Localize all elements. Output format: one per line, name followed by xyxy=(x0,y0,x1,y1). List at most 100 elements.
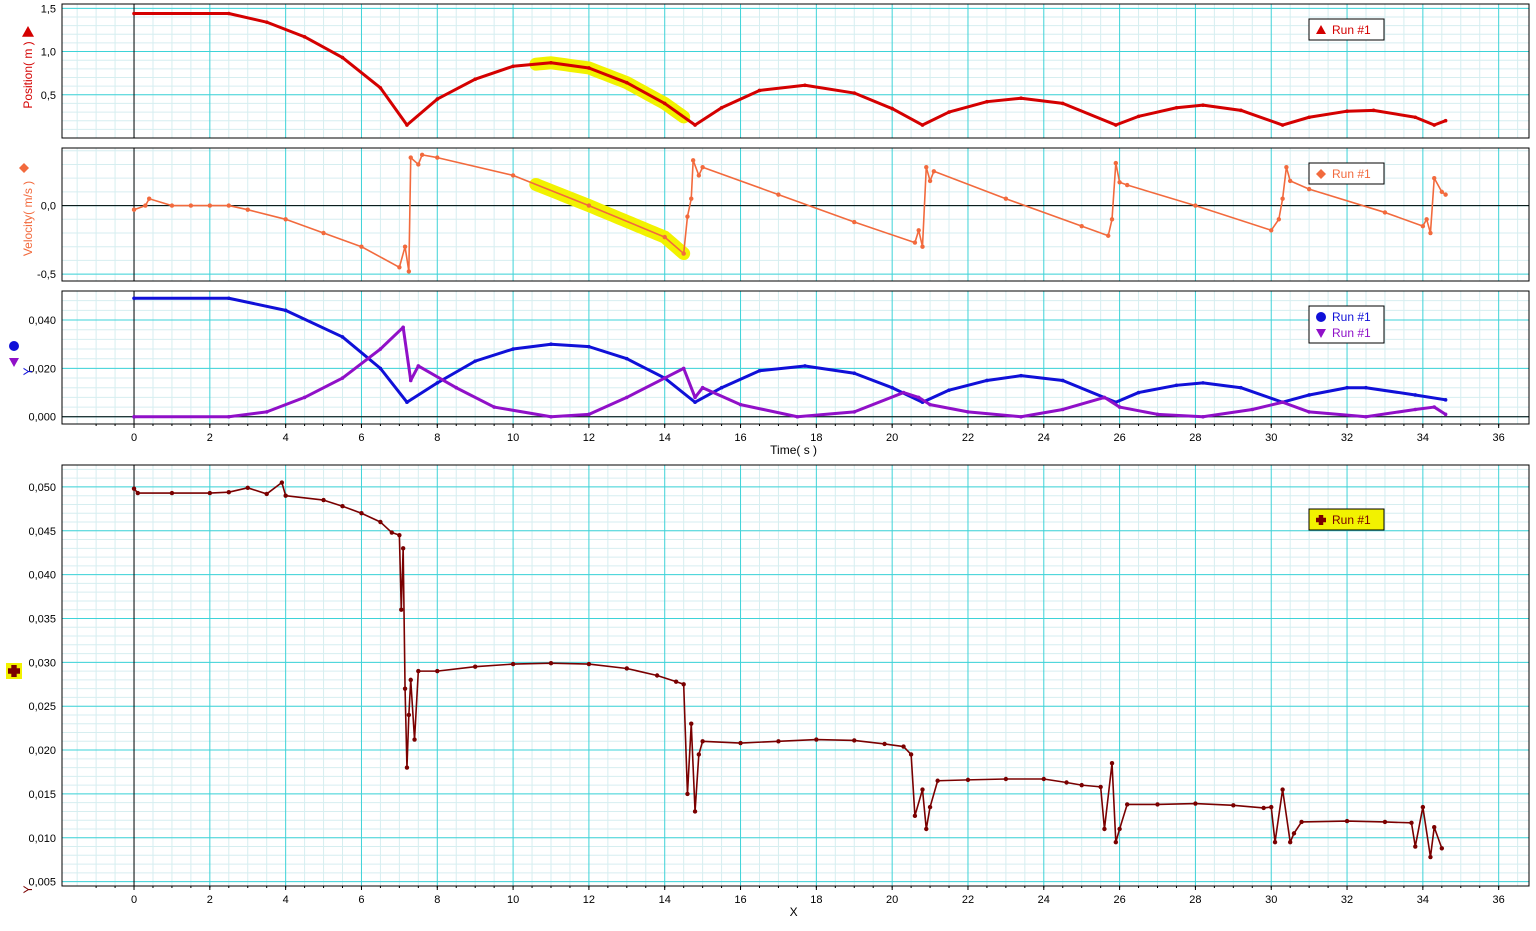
data-point xyxy=(226,296,231,301)
data-point xyxy=(226,203,231,208)
data-point xyxy=(1079,782,1084,788)
y-axis-label: Position( m ) xyxy=(21,41,35,108)
y-tick-label: 0,035 xyxy=(28,613,56,625)
data-point xyxy=(1019,414,1023,419)
data-point xyxy=(738,740,743,746)
data-point xyxy=(985,99,989,104)
data-point xyxy=(1269,228,1274,233)
data-point xyxy=(1261,805,1266,811)
x-tick-label: 24 xyxy=(1038,432,1050,444)
data-point xyxy=(1307,393,1311,397)
legend-box xyxy=(1308,162,1385,185)
data-point xyxy=(188,203,194,208)
data-point xyxy=(927,178,933,184)
data-point xyxy=(359,511,364,516)
data-point xyxy=(1364,385,1368,390)
data-point xyxy=(359,244,364,249)
data-point xyxy=(1124,182,1130,188)
data-point xyxy=(435,381,440,385)
plot-frame xyxy=(61,3,1530,139)
data-point xyxy=(412,737,417,742)
x-tick-label: 26 xyxy=(1113,432,1125,444)
data-point xyxy=(924,826,929,832)
data-point xyxy=(435,97,440,101)
y-tick-label: 1,5 xyxy=(41,3,56,15)
data-point xyxy=(549,342,553,347)
data-point xyxy=(803,83,807,88)
data-point xyxy=(1284,164,1289,170)
data-point xyxy=(1102,826,1107,832)
data-point xyxy=(132,296,136,301)
data-point xyxy=(1424,217,1429,222)
data-point xyxy=(378,366,383,371)
y-tick-label: 0,045 xyxy=(28,526,56,538)
data-point xyxy=(397,532,402,538)
data-point xyxy=(692,809,698,814)
data-point xyxy=(132,414,136,419)
data-point xyxy=(696,752,702,757)
data-point xyxy=(416,162,421,167)
data-point xyxy=(435,668,440,674)
plus-icon xyxy=(8,665,20,677)
data-point xyxy=(1113,839,1119,845)
data-point xyxy=(947,388,951,392)
data-point xyxy=(226,489,231,495)
data-point xyxy=(408,155,413,160)
data-point xyxy=(279,480,285,485)
data-point xyxy=(510,173,516,178)
data-point xyxy=(693,123,697,127)
y-tick-label: 0,015 xyxy=(28,789,56,801)
data-point xyxy=(435,155,440,160)
data-point xyxy=(1291,831,1297,836)
data-point xyxy=(852,371,857,376)
legend-box xyxy=(1308,508,1385,531)
data-point xyxy=(1117,826,1122,832)
data-point xyxy=(207,490,213,496)
data-point xyxy=(131,486,137,491)
x-tick-label: 18 xyxy=(810,894,822,906)
data-point xyxy=(920,787,925,792)
data-point xyxy=(908,752,914,757)
data-point xyxy=(700,385,705,390)
data-point xyxy=(401,325,405,330)
plot-inner xyxy=(62,291,1529,424)
legend-label: Run #1 xyxy=(1332,310,1371,324)
circle-icon xyxy=(9,341,19,351)
plot-inner xyxy=(62,148,1529,281)
x-tick-label: 32 xyxy=(1341,894,1353,906)
y-tick-label: 0,020 xyxy=(28,745,56,757)
data-point xyxy=(757,88,762,93)
data-point xyxy=(1041,776,1046,782)
plot-area xyxy=(62,4,1529,138)
data-point xyxy=(1201,381,1205,385)
data-point xyxy=(965,777,971,783)
data-point xyxy=(1113,160,1119,166)
data-point xyxy=(1276,217,1282,222)
data-point xyxy=(757,369,762,373)
data-point xyxy=(226,414,231,419)
data-point xyxy=(1413,393,1418,397)
series-velocity-0 xyxy=(131,152,1448,274)
data-point xyxy=(389,530,394,535)
plot-inner xyxy=(62,4,1529,138)
data-point xyxy=(264,20,269,24)
data-point xyxy=(472,664,478,669)
data-point xyxy=(1299,819,1304,825)
data-point xyxy=(681,366,686,371)
data-point xyxy=(1413,844,1418,849)
data-point xyxy=(1003,196,1009,201)
data-point xyxy=(169,203,175,208)
data-point xyxy=(700,164,705,170)
legend-box xyxy=(1308,18,1385,41)
data-point xyxy=(901,744,906,749)
data-point xyxy=(1344,818,1350,824)
data-point xyxy=(1280,196,1285,201)
data-point xyxy=(935,778,940,783)
data-point xyxy=(1124,802,1130,807)
data-point xyxy=(378,86,383,90)
data-point xyxy=(510,661,516,667)
y-tick-label: 0,5 xyxy=(41,90,56,102)
data-point xyxy=(402,686,408,691)
data-point xyxy=(882,741,887,747)
data-point xyxy=(681,682,686,687)
